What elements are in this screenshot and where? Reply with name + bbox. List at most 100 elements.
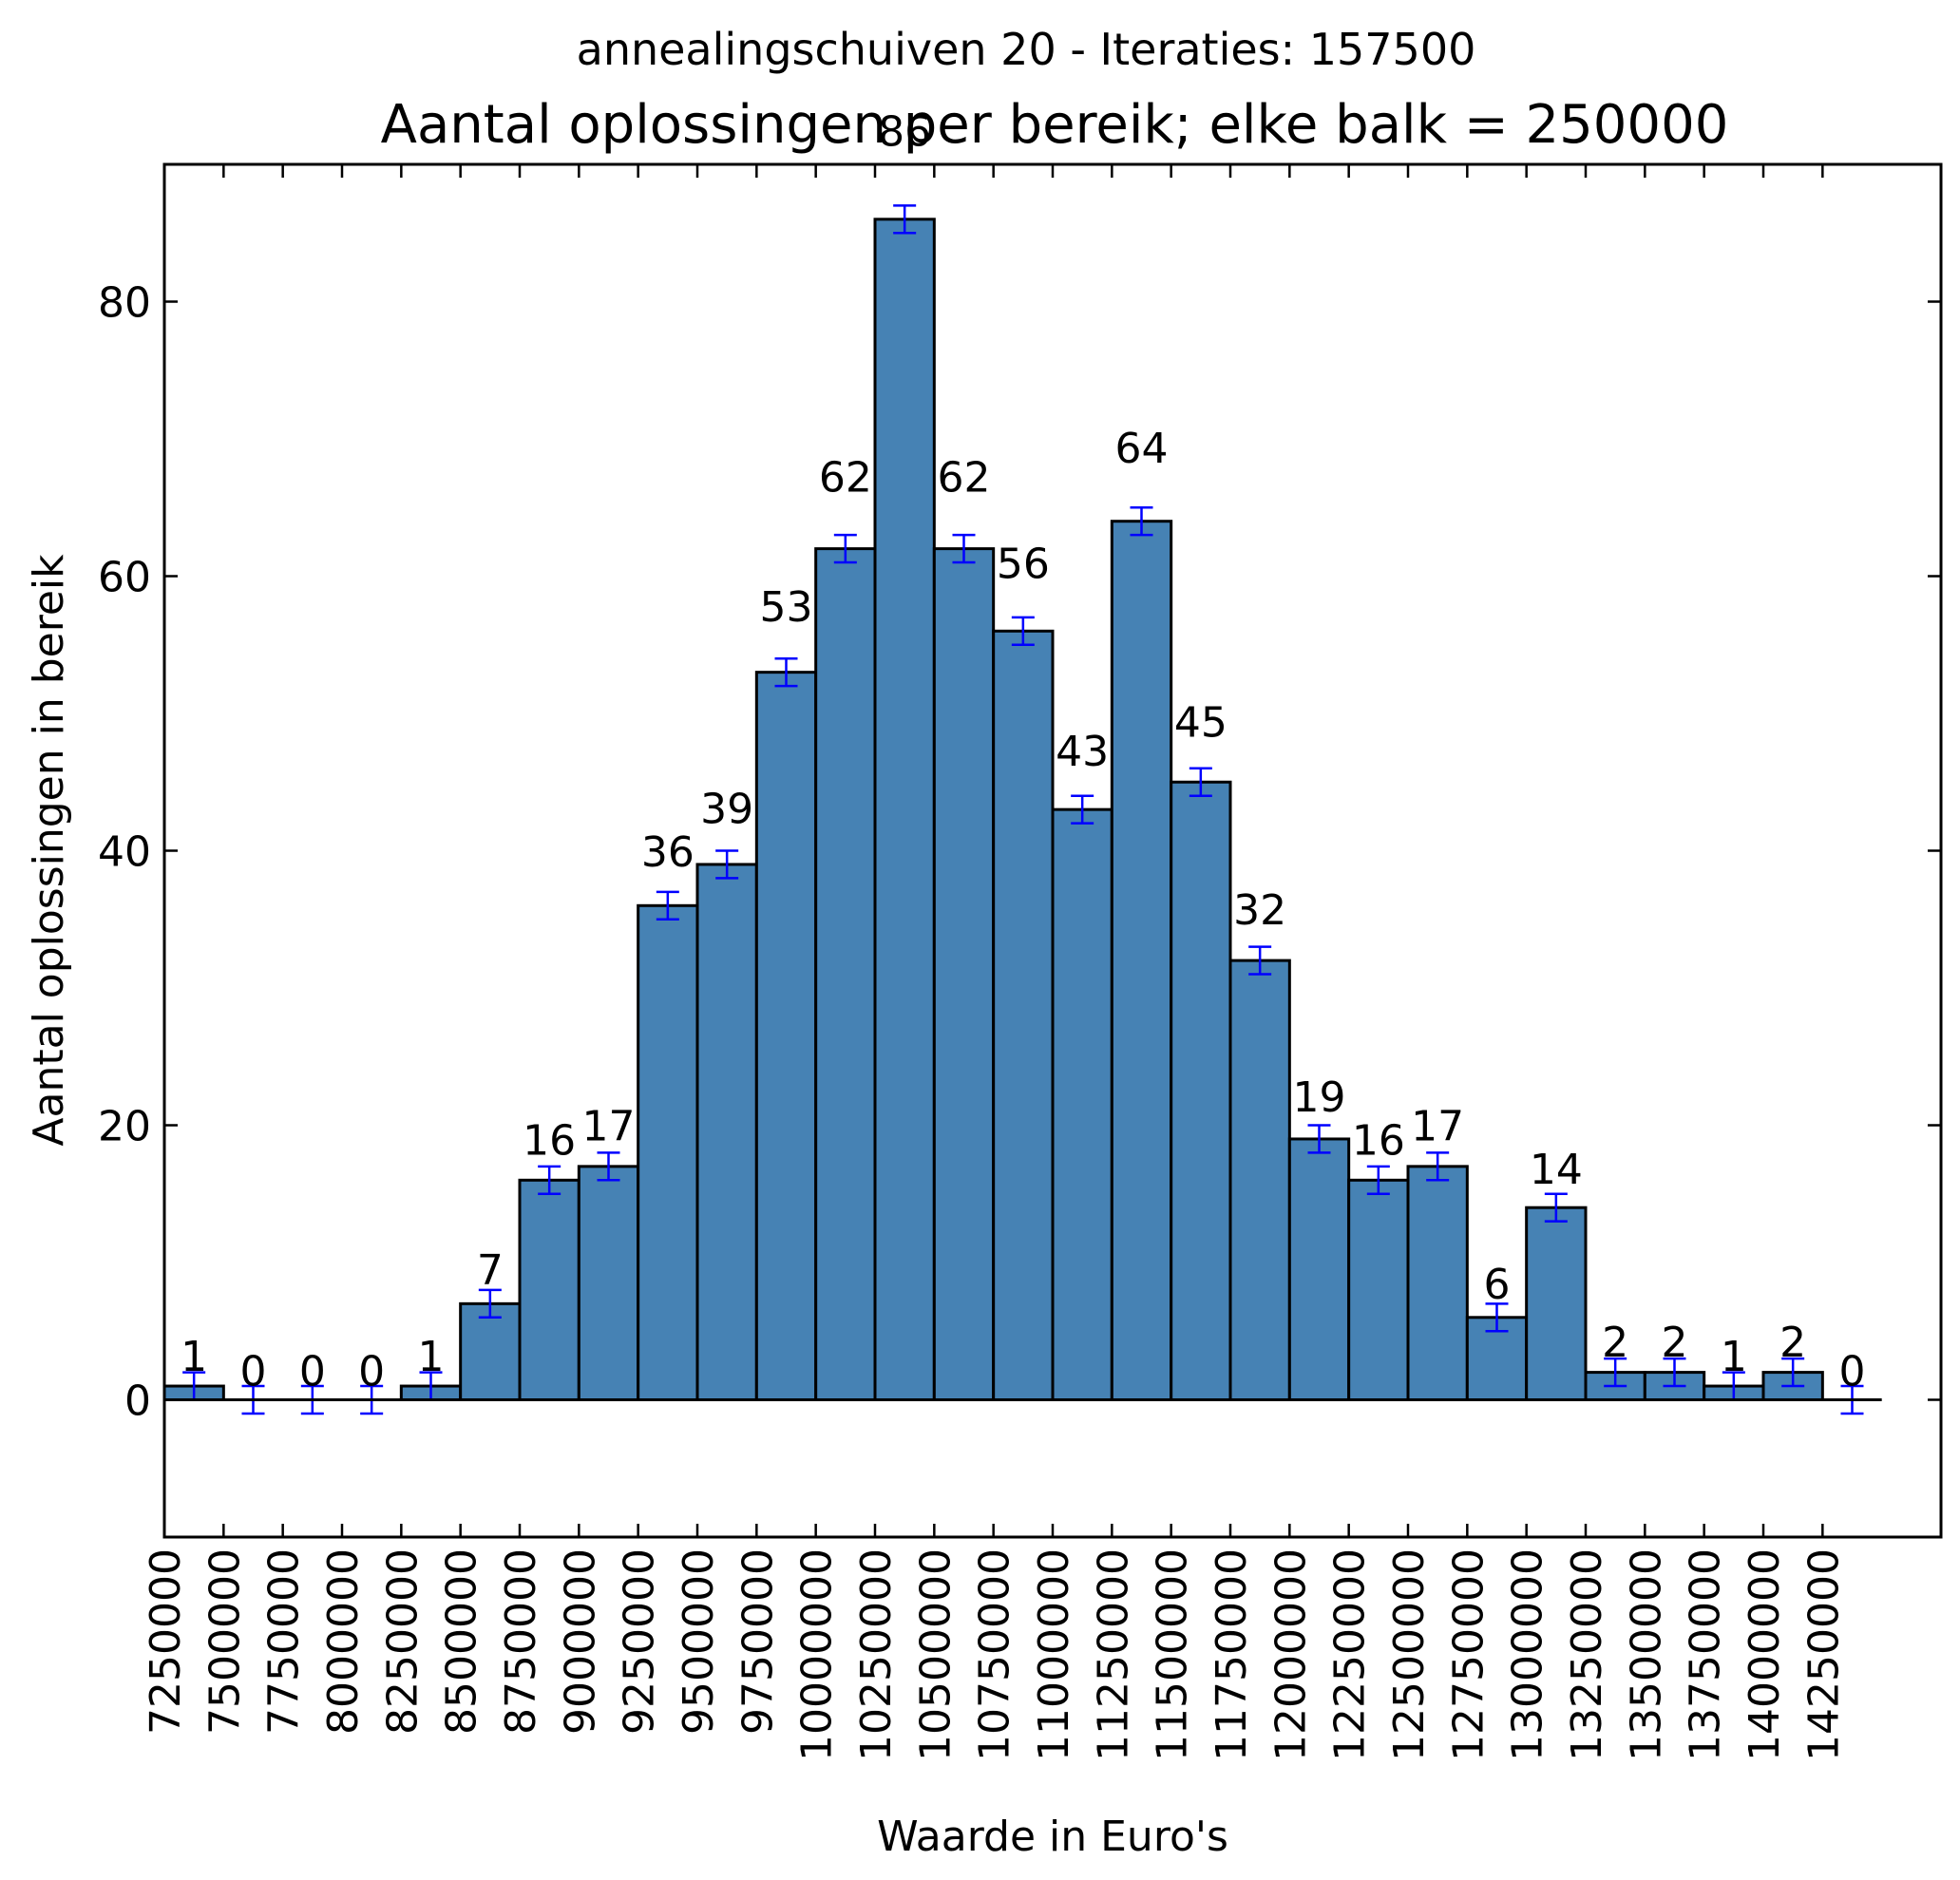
errorbar <box>893 204 917 235</box>
x-axis-label: Waarde in Euro's <box>877 1813 1228 1861</box>
x-tick-label: 8750000 <box>497 1548 545 1735</box>
bar <box>1287 1137 1351 1401</box>
bar <box>637 903 699 1401</box>
x-tick-label: 12000000 <box>1266 1548 1315 1761</box>
errorbar <box>1189 767 1212 797</box>
errorbar <box>1071 794 1094 825</box>
x-tick-label: 8500000 <box>438 1548 486 1735</box>
bar-value-label: 1 <box>418 1333 445 1381</box>
errorbar <box>1781 1357 1805 1388</box>
errorbar <box>656 890 679 921</box>
bar <box>814 547 877 1401</box>
y-tick-label: 60 <box>98 554 151 602</box>
x-tick-label: 7500000 <box>200 1548 249 1735</box>
bar-value-label: 16 <box>523 1117 576 1166</box>
errorbar <box>1248 945 1272 976</box>
errorbar <box>774 656 798 688</box>
bar-value-label: 32 <box>1233 886 1286 935</box>
y-axis-label: Aantal oplossingen in bereik <box>25 554 73 1147</box>
bar-value-label: 2 <box>1662 1319 1688 1367</box>
bar-value-label: 62 <box>819 454 872 503</box>
errorbar <box>1485 1302 1509 1333</box>
x-tick-label: 8250000 <box>378 1548 427 1735</box>
bar <box>754 671 818 1401</box>
x-tick-label: 10500000 <box>911 1548 960 1761</box>
x-tick-label: 8000000 <box>319 1548 368 1735</box>
bar-value-label: 17 <box>582 1102 636 1150</box>
x-tick-label: 12500000 <box>1385 1548 1434 1761</box>
bar-value-label: 0 <box>1839 1347 1866 1396</box>
x-tick-label: 9250000 <box>616 1548 664 1735</box>
bar-value-label: 36 <box>641 828 695 877</box>
y-tick-label: 20 <box>98 1103 151 1151</box>
bar <box>873 218 936 1401</box>
bar-value-label: 2 <box>1779 1319 1806 1367</box>
errorbar <box>1130 506 1153 537</box>
bar <box>932 547 996 1401</box>
x-tick-label: 10750000 <box>971 1548 1019 1761</box>
y-tick-label: 80 <box>98 279 151 328</box>
bar-value-label: 56 <box>997 541 1050 589</box>
bar-value-label: 43 <box>1056 728 1109 776</box>
bar <box>1406 1165 1469 1401</box>
x-tick-label: 13000000 <box>1504 1548 1552 1761</box>
bar-value-label: 0 <box>358 1347 385 1396</box>
bar <box>1110 520 1173 1401</box>
bar-value-label: 2 <box>1602 1319 1628 1367</box>
errorbar <box>715 849 739 880</box>
bar-value-label: 62 <box>938 454 991 503</box>
bar <box>992 629 1055 1401</box>
bar-value-label: 39 <box>700 786 753 834</box>
bar <box>577 1165 640 1401</box>
x-tick-label: 13250000 <box>1563 1548 1611 1761</box>
errorbar <box>1663 1357 1686 1388</box>
bar <box>695 863 758 1401</box>
errorbar <box>1604 1357 1627 1388</box>
chart-suptitle: annealingschuiven 20 - Iteraties: 157500 <box>577 24 1476 75</box>
x-tick-label: 11250000 <box>1089 1548 1137 1761</box>
x-tick-label: 7250000 <box>142 1548 190 1735</box>
bar <box>518 1178 580 1402</box>
errorbar <box>1366 1165 1390 1195</box>
errorbar <box>478 1288 502 1320</box>
bar-value-label: 1 <box>181 1333 207 1381</box>
bar <box>1347 1178 1410 1402</box>
x-ticks-layer: 7250000 7500000 7750000 8000000 8250000 85000… <box>142 164 1848 1761</box>
bar-value-label: 19 <box>1293 1073 1346 1122</box>
bar-value-label: 0 <box>240 1347 267 1396</box>
errorbar <box>597 1151 620 1182</box>
bar-value-label: 7 <box>477 1246 504 1295</box>
x-tick-label: 13500000 <box>1622 1548 1670 1761</box>
bar-value-label: 1 <box>1721 1333 1747 1381</box>
x-tick-label: 14000000 <box>1741 1548 1789 1761</box>
bar-value-label: 0 <box>299 1347 326 1396</box>
x-tick-label: 12250000 <box>1326 1548 1375 1761</box>
errorbar <box>1544 1192 1568 1223</box>
x-tick-label: 11000000 <box>1030 1548 1078 1761</box>
bar-value-label: 45 <box>1174 699 1227 748</box>
chart-title: Aantal oplossingen per bereik; elke balk… <box>381 94 1729 156</box>
x-tick-label: 13750000 <box>1682 1548 1730 1761</box>
bars-layer <box>162 218 1824 1402</box>
bar <box>1051 807 1113 1401</box>
x-tick-label: 10000000 <box>793 1548 842 1761</box>
errorbar <box>1426 1151 1450 1182</box>
plot-frame <box>162 162 1943 1539</box>
bar-value-label: 14 <box>1530 1146 1583 1194</box>
x-tick-label: 10250000 <box>852 1548 901 1761</box>
bar-value-label: 16 <box>1352 1117 1405 1166</box>
bar-value-label: 64 <box>1115 425 1169 473</box>
x-tick-label: 7750000 <box>260 1548 309 1735</box>
bar <box>1525 1206 1588 1401</box>
bar-value-label: 53 <box>760 583 813 632</box>
errorbars-layer <box>182 204 1864 1415</box>
x-tick-label: 14250000 <box>1799 1548 1848 1761</box>
bar-value-label: 86 <box>878 107 931 156</box>
errorbar <box>538 1165 561 1195</box>
y-tick-label: 0 <box>124 1377 151 1426</box>
errorbar <box>1307 1124 1331 1154</box>
x-tick-label: 11750000 <box>1208 1548 1256 1761</box>
